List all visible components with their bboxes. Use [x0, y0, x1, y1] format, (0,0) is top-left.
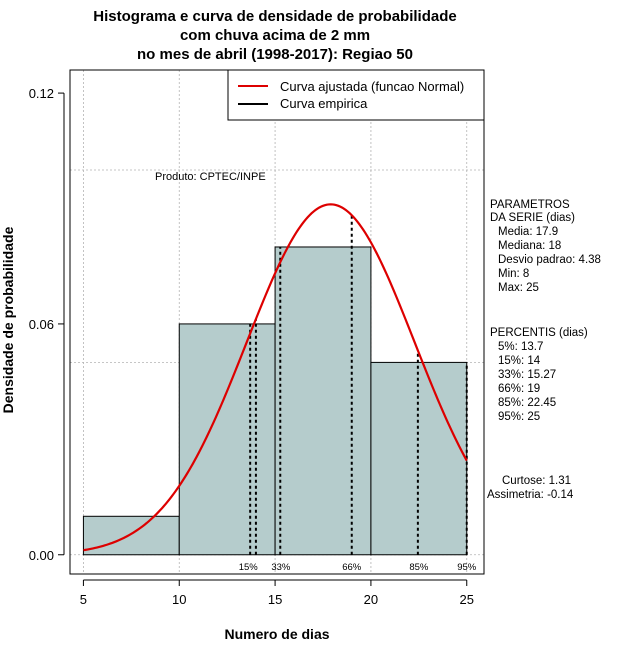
fit-curve [83, 203, 468, 552]
histogram-bar [178, 323, 276, 556]
x-tick-label: 15 [268, 592, 282, 607]
x-tick-label: 5 [80, 592, 87, 607]
product-annotation: Produto: CPTEC/INPE [155, 171, 266, 183]
params-line: Media: 17.9 [498, 226, 558, 238]
y-tick-label: 0.06 [29, 317, 54, 332]
legend: Curva ajustada (funcao Normal) Curva emp… [227, 69, 485, 121]
title-line-1: Histograma e curva de densidade de proba… [93, 8, 456, 25]
chart-title: Histograma e curva de densidade de proba… [93, 8, 456, 63]
params-line: Max: 25 [498, 282, 539, 294]
series-parameters: PARAMETROS DA SERIE (dias) Media: 17.9 M… [490, 199, 601, 294]
params-line: Min: 8 [498, 268, 529, 280]
params-line: Desvio padrao: 4.38 [498, 254, 601, 266]
percentile-label: 66% [342, 562, 362, 573]
percentis-line: 66%: 19 [498, 383, 540, 395]
normal-fit-curve [83, 203, 468, 552]
percentile-label: 15% [239, 562, 259, 573]
histogram-bar [274, 246, 372, 556]
percentis-line: 33%: 15.27 [498, 369, 556, 381]
title-line-2: com chuva acima de 2 mm [180, 27, 370, 44]
y-tick-label: 0.12 [29, 86, 54, 101]
percentis-line: 5%: 13.7 [498, 341, 543, 353]
legend-box [227, 69, 485, 121]
percentis-line: PERCENTIS (dias) [490, 327, 588, 339]
kurtosis-text: Curtose: 1.31 [502, 475, 571, 487]
legend-label-empirical: Curva empirica [280, 96, 368, 111]
percentile-label: 33% [271, 562, 291, 573]
params-line: DA SERIE (dias) [490, 212, 575, 224]
histogram-bars [82, 246, 468, 556]
skewness-text: Assimetria: -0.14 [487, 489, 574, 501]
percentile-summary: PERCENTIS (dias) 5%: 13.7 15%: 14 33%: 1… [490, 327, 588, 423]
x-tick-label: 20 [364, 592, 378, 607]
title-line-3: no mes de abril (1998-2017): Regiao 50 [137, 46, 413, 63]
percentile-label: 95% [457, 562, 477, 573]
params-line: PARAMETROS [490, 199, 570, 211]
y-axis-title: Densidade de probabilidade [0, 226, 16, 413]
shape-statistics: Curtose: 1.31 Assimetria: -0.14 [487, 475, 574, 501]
x-axis-title: Numero de dias [224, 626, 329, 642]
x-tick-label: 10 [172, 592, 186, 607]
histogram-bar [82, 515, 180, 556]
percentis-line: 95%: 25 [498, 411, 540, 423]
percentile-label: 85% [409, 562, 429, 573]
percentile-labels: 15% 33% 66% 85% 95% [239, 562, 477, 573]
percentis-line: 15%: 14 [498, 355, 541, 367]
x-tick-label: 25 [460, 592, 474, 607]
y-axis: 0.00 0.06 0.12 [29, 86, 65, 563]
percentis-line: 85%: 22.45 [498, 397, 556, 409]
y-tick-label: 0.00 [29, 548, 54, 563]
legend-label-fit: Curva ajustada (funcao Normal) [280, 79, 464, 94]
x-axis: 5 10 15 20 25 [80, 579, 474, 607]
params-line: Mediana: 18 [498, 240, 561, 252]
